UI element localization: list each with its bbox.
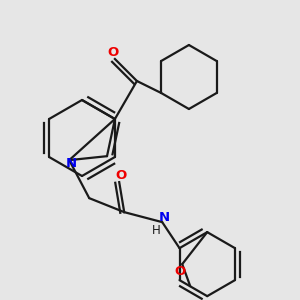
Text: O: O <box>107 46 118 59</box>
Text: O: O <box>175 265 186 278</box>
Text: N: N <box>66 157 77 169</box>
Text: O: O <box>116 169 127 182</box>
Text: N: N <box>159 211 170 224</box>
Text: H: H <box>152 224 161 237</box>
